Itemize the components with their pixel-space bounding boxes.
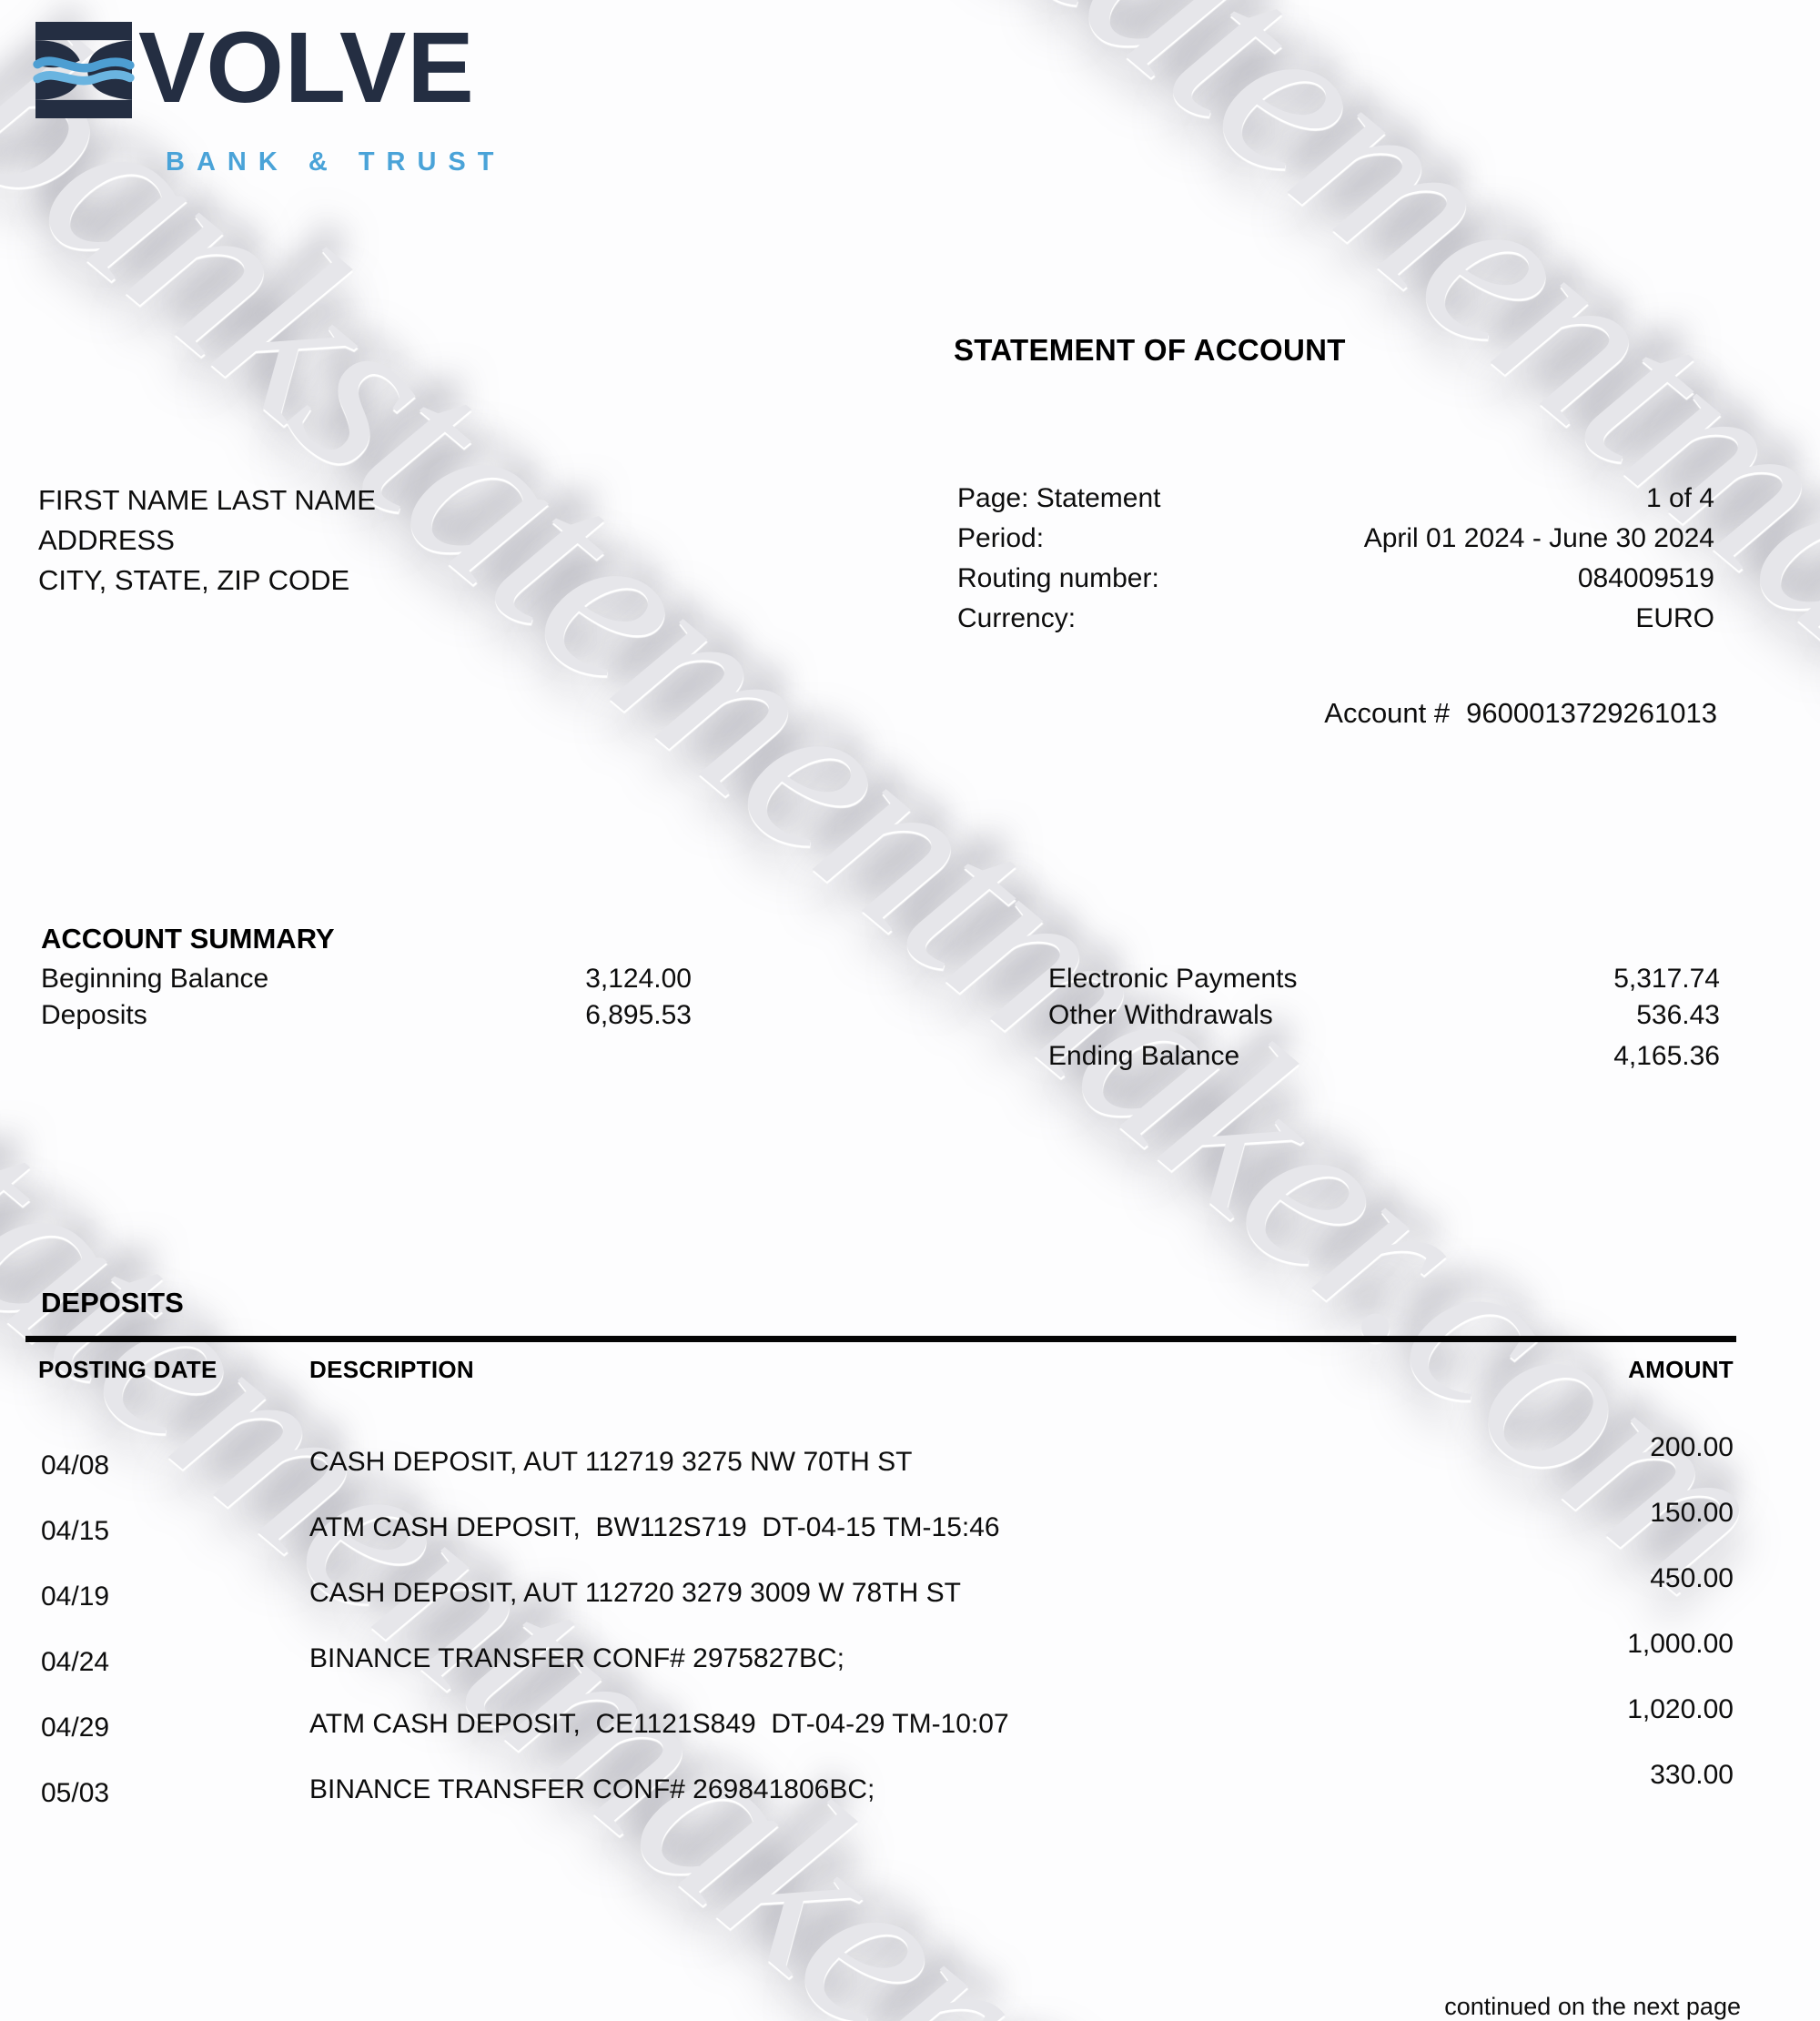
info-label: Period: xyxy=(957,523,1045,553)
summary-label: Deposits xyxy=(41,1000,147,1030)
column-header-posting-date: POSTING DATE xyxy=(38,1356,217,1383)
info-label: Currency: xyxy=(957,603,1077,633)
cell-amount: 150.00 xyxy=(1650,1498,1734,1528)
info-value: 084009519 xyxy=(1577,563,1714,593)
info-label: Routing number: xyxy=(957,563,1159,593)
deposits-heading: DEPOSITS xyxy=(41,1287,184,1319)
summary-row: Other Withdrawals 536.43 xyxy=(1048,997,1720,1034)
cell-posting-date: 04/29 xyxy=(41,1713,110,1743)
account-number-label: Account # xyxy=(1324,697,1451,729)
account-summary-left: Beginning Balance 3,124.00 Deposits 6,89… xyxy=(41,961,692,1034)
account-number-value: 9600013729261013 xyxy=(1466,697,1717,729)
address-line: ADDRESS xyxy=(38,524,175,556)
info-row: Routing number: 084009519 xyxy=(957,559,1714,599)
table-row: 05/03 BINANCE TRANSFER CONF# 269841806BC… xyxy=(41,1760,1734,1838)
cell-posting-date: 04/24 xyxy=(41,1647,110,1677)
summary-row: Electronic Payments 5,317.74 xyxy=(1048,961,1720,997)
info-row: Period: April 01 2024 - June 30 2024 xyxy=(957,519,1714,559)
info-row: Page: Statement 1 of 4 xyxy=(957,479,1714,519)
brand-tagline: BANK & TRUST xyxy=(166,147,506,177)
cell-amount: 1,020.00 xyxy=(1627,1694,1734,1724)
deposits-table: 04/08 CASH DEPOSIT, AUT 112719 3275 NW 7… xyxy=(41,1432,1734,1838)
info-label: Page: Statement xyxy=(957,483,1161,513)
cell-description: ATM CASH DEPOSIT, CE1121S849 DT-04-29 TM… xyxy=(309,1709,1009,1739)
summary-value: 536.43 xyxy=(1636,1000,1720,1030)
table-row: 04/08 CASH DEPOSIT, AUT 112719 3275 NW 7… xyxy=(41,1432,1734,1511)
brand-wordmark: VOLVE xyxy=(138,12,475,124)
statement-info: Page: Statement 1 of 4 Period: April 01 … xyxy=(957,479,1714,639)
address-line: FIRST NAME LAST NAME xyxy=(38,484,376,516)
cell-posting-date: 04/15 xyxy=(41,1516,110,1546)
table-row: 04/19 CASH DEPOSIT, AUT 112720 3279 3009… xyxy=(41,1563,1734,1642)
summary-value: 5,317.74 xyxy=(1613,964,1720,994)
cell-posting-date: 05/03 xyxy=(41,1778,110,1808)
recipient-address: FIRST NAME LAST NAME ADDRESS CITY, STATE… xyxy=(38,480,376,601)
cell-description: BINANCE TRANSFER CONF# 2975827BC; xyxy=(309,1643,844,1673)
cell-amount: 200.00 xyxy=(1650,1432,1734,1462)
info-value: 1 of 4 xyxy=(1645,483,1714,513)
summary-row: Ending Balance 4,165.36 xyxy=(1048,1038,1720,1075)
info-value: April 01 2024 - June 30 2024 xyxy=(1363,523,1714,553)
deposits-table-header: POSTING DATE DESCRIPTION AMOUNT xyxy=(38,1356,1734,1387)
column-header-description: DESCRIPTION xyxy=(309,1356,474,1383)
cell-description: ATM CASH DEPOSIT, BW112S719 DT-04-15 TM-… xyxy=(309,1512,1000,1542)
column-header-amount: AMOUNT xyxy=(1628,1356,1734,1383)
summary-row: Deposits 6,895.53 xyxy=(41,997,692,1034)
summary-label: Ending Balance xyxy=(1048,1041,1240,1071)
cell-posting-date: 04/08 xyxy=(41,1450,110,1480)
summary-value: 3,124.00 xyxy=(585,964,692,994)
summary-label: Electronic Payments xyxy=(1048,964,1298,994)
continuation-note: continued on the next page xyxy=(1444,1993,1741,2020)
cell-description: BINANCE TRANSFER CONF# 269841806BC; xyxy=(309,1774,875,1804)
deposits-rule xyxy=(25,1336,1736,1342)
summary-value: 6,895.53 xyxy=(585,1000,692,1030)
account-summary-right: Electronic Payments 5,317.74 Other Withd… xyxy=(1048,961,1720,1075)
table-row: 04/29 ATM CASH DEPOSIT, CE1121S849 DT-04… xyxy=(41,1694,1734,1773)
table-row: 04/24 BINANCE TRANSFER CONF# 2975827BC; … xyxy=(41,1629,1734,1707)
summary-label: Other Withdrawals xyxy=(1048,1000,1273,1030)
statement-title: STATEMENT OF ACCOUNT xyxy=(954,333,1346,367)
cell-amount: 450.00 xyxy=(1650,1563,1734,1593)
summary-row: Beginning Balance 3,124.00 xyxy=(41,961,692,997)
summary-label: Beginning Balance xyxy=(41,964,269,994)
summary-value: 4,165.36 xyxy=(1613,1041,1720,1071)
table-row: 04/15 ATM CASH DEPOSIT, BW112S719 DT-04-… xyxy=(41,1498,1734,1576)
account-number-line: Account # 9600013729261013 xyxy=(1324,697,1717,730)
cell-description: CASH DEPOSIT, AUT 112720 3279 3009 W 78T… xyxy=(309,1578,961,1608)
cell-description: CASH DEPOSIT, AUT 112719 3275 NW 70TH ST xyxy=(309,1447,913,1477)
account-summary-heading: ACCOUNT SUMMARY xyxy=(41,923,335,955)
cell-amount: 330.00 xyxy=(1650,1760,1734,1790)
info-value: EURO xyxy=(1635,603,1714,633)
evolve-e-wave-icon xyxy=(33,22,135,118)
info-row: Currency: EURO xyxy=(957,599,1714,639)
address-line: CITY, STATE, ZIP CODE xyxy=(38,564,350,596)
evolve-logo: VOLVE BANK & TRUST xyxy=(33,16,615,189)
cell-amount: 1,000.00 xyxy=(1627,1629,1734,1659)
cell-posting-date: 04/19 xyxy=(41,1581,110,1612)
